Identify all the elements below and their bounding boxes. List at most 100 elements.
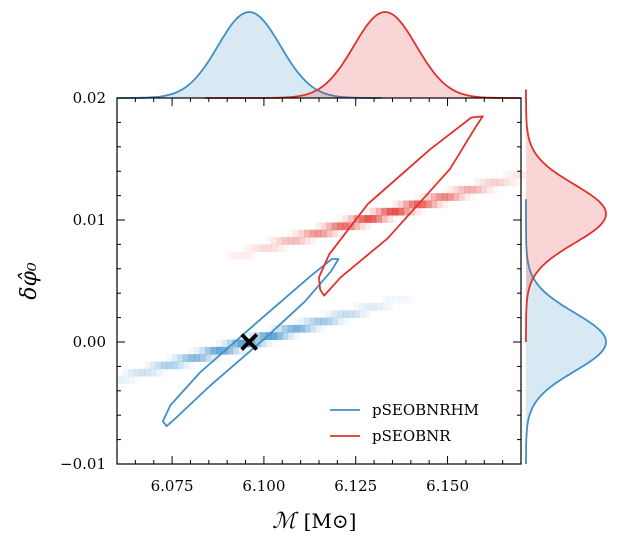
density-pixel-0 (370, 302, 377, 311)
density-pixel-0 (293, 332, 300, 340)
density-pixel-0 (271, 332, 278, 340)
y-tick-label: 0.01 (73, 211, 106, 229)
density-pixel-1 (519, 171, 526, 179)
density-pixel-1 (486, 178, 493, 187)
density-pixel-1 (458, 185, 465, 194)
contour-pSEOBNRHM (161, 258, 340, 428)
density-pixel-1 (403, 200, 410, 209)
density-pixel-1 (364, 207, 371, 216)
density-pixel-0 (293, 317, 300, 326)
density-pixel-1 (453, 193, 459, 201)
density-pixel-0 (161, 368, 167, 377)
density-pixel-1 (497, 178, 504, 187)
density-pixel-1 (431, 200, 437, 209)
density-pixel-1 (513, 178, 520, 187)
density-pixel-1 (420, 200, 426, 209)
density-pixel-1 (381, 207, 388, 216)
density-pixel-0 (144, 361, 151, 370)
x-axis-symbol: ℳ (272, 509, 299, 534)
density-pixel-0 (337, 317, 344, 326)
density-pixel-0 (298, 317, 305, 326)
density-pixel-0 (353, 302, 360, 311)
density-pixel-1 (337, 222, 344, 231)
density-pixel-1 (271, 237, 278, 245)
density-pixel-0 (238, 339, 245, 348)
density-pixel-0 (183, 361, 190, 370)
density-pixel-1 (326, 222, 333, 231)
density-pixel-1 (442, 193, 448, 201)
legend-label: pSEOBNRHM (372, 401, 479, 419)
right-marginal-fill-pSEOBNR (526, 89, 606, 342)
density-pixel-0 (331, 317, 338, 326)
density-pixel-0 (282, 332, 289, 340)
density-pixel-1 (309, 229, 316, 238)
density-pixel-1 (502, 178, 509, 187)
density-pixel-0 (216, 354, 223, 362)
density-pixel-1 (276, 244, 283, 253)
density-pixel-1 (475, 178, 481, 187)
density-pixel-0 (348, 310, 355, 318)
density-pixel-0 (409, 296, 415, 304)
density-pixel-1 (282, 244, 289, 253)
density-pixel-0 (199, 346, 206, 355)
density-pixel-0 (166, 361, 173, 370)
density-pixel-0 (172, 361, 178, 370)
density-pixel-0 (155, 368, 162, 377)
density-pixel-1 (331, 229, 338, 238)
x-tick-labels: 6.075 6.100 6.125 6.150 (151, 477, 469, 495)
density-pixel-1 (414, 207, 421, 216)
density-pixel-0 (172, 354, 178, 362)
density-pixel-1 (491, 178, 498, 187)
density-pixel-0 (298, 324, 305, 333)
density-pixel-0 (216, 339, 223, 348)
density-pixel-1 (375, 207, 382, 216)
density-pixel-1 (381, 215, 388, 223)
top-marginal-line-pSEOBNRHM (117, 11, 382, 99)
density-pixel-1 (249, 244, 256, 253)
density-pixel-1 (386, 207, 393, 216)
density-pixel-0 (199, 354, 206, 362)
density-pixel-1 (475, 185, 481, 194)
density-pixel-1 (342, 222, 349, 231)
density-pixel-0 (254, 339, 261, 348)
density-pixel-0 (320, 317, 327, 326)
top-marginal-fill-pSEOBNR (205, 12, 521, 98)
density-pixel-0 (194, 346, 201, 355)
density-pixel-0 (304, 324, 311, 333)
density-pixel-0 (265, 339, 272, 348)
density-pixel-0 (188, 354, 195, 362)
density-pixel-1 (414, 193, 420, 201)
density-pixel-0 (326, 310, 333, 318)
density-pixel-0 (315, 317, 322, 326)
density-pixel-1 (375, 215, 382, 223)
density-pixel-1 (397, 207, 404, 216)
y-tick-labels: −0.01 0.00 0.01 0.02 (60, 89, 106, 473)
density-pixel-1 (288, 230, 294, 238)
density-pixel-1 (287, 237, 294, 245)
density-pixel-1 (243, 251, 250, 260)
density-pixel-0 (128, 368, 134, 377)
density-pixel-1 (392, 207, 399, 216)
density-pixel-0 (227, 339, 234, 348)
density-pixel-0 (227, 346, 234, 355)
density-pixel-0 (232, 339, 239, 348)
density-pixel-1 (447, 193, 454, 201)
density-pixel-1 (386, 215, 393, 223)
x-tick-label: 6.150 (426, 477, 469, 495)
density-pixel-0 (243, 332, 250, 340)
density-pixel-1 (425, 193, 432, 201)
density-pixel-1 (243, 244, 250, 253)
density-pixel-0 (353, 310, 360, 318)
density-pixel-layer (117, 171, 526, 384)
density-pixel-1 (293, 237, 300, 245)
density-pixel-0 (326, 317, 333, 326)
y-axis-label: δφ̂₀ (17, 262, 42, 300)
density-pixel-1 (320, 222, 327, 231)
density-pixel-0 (276, 332, 283, 340)
top-marginal-fill-pSEOBNRHM (117, 12, 382, 98)
density-pixel-0 (133, 368, 140, 377)
density-pixel-1 (227, 251, 234, 260)
density-pixel-0 (210, 354, 217, 362)
density-pixel-1 (370, 207, 377, 216)
density-pixel-0 (337, 310, 344, 318)
